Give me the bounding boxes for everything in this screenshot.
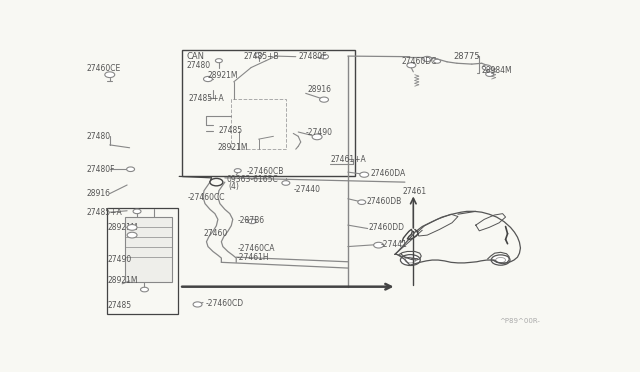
Circle shape — [193, 302, 202, 307]
Circle shape — [407, 63, 416, 68]
Circle shape — [133, 209, 141, 214]
Text: -27440: -27440 — [293, 185, 320, 194]
Text: 27460CE: 27460CE — [86, 64, 121, 74]
Text: 27485+A: 27485+A — [86, 208, 122, 217]
Text: 09363-6165C: 09363-6165C — [227, 175, 278, 185]
Circle shape — [486, 72, 493, 76]
Circle shape — [434, 59, 440, 63]
Circle shape — [105, 72, 115, 78]
Ellipse shape — [491, 255, 510, 265]
Text: 28775: 28775 — [454, 52, 480, 61]
Text: 28916: 28916 — [307, 84, 331, 93]
Circle shape — [312, 134, 322, 140]
Ellipse shape — [401, 254, 420, 266]
Text: -287B6: -287B6 — [237, 216, 265, 225]
Text: -27461H: -27461H — [236, 253, 269, 262]
Text: 27485: 27485 — [219, 126, 243, 135]
Text: 27461+A: 27461+A — [331, 155, 367, 164]
Circle shape — [358, 200, 365, 205]
Text: 28916: 28916 — [86, 189, 111, 198]
Circle shape — [204, 76, 212, 81]
Text: -27441: -27441 — [381, 240, 408, 249]
Text: 28984M: 28984M — [482, 67, 513, 76]
Text: 28921M: 28921M — [218, 143, 248, 152]
Text: 27480: 27480 — [187, 61, 211, 70]
Circle shape — [210, 179, 223, 186]
Circle shape — [127, 225, 137, 230]
Bar — [125, 217, 172, 282]
Text: -27460CA: -27460CA — [237, 244, 275, 253]
Text: -27460CD: -27460CD — [205, 299, 244, 308]
Text: -27460CC: -27460CC — [188, 193, 225, 202]
Circle shape — [127, 167, 134, 171]
Circle shape — [255, 53, 262, 57]
Text: S: S — [214, 178, 219, 187]
Circle shape — [423, 57, 431, 61]
Circle shape — [127, 232, 137, 238]
Text: 27490: 27490 — [108, 255, 132, 264]
Text: 27460DB: 27460DB — [367, 197, 402, 206]
Text: (4): (4) — [229, 182, 239, 191]
Ellipse shape — [495, 257, 506, 263]
Text: ^P89^00R-: ^P89^00R- — [499, 318, 540, 324]
Text: -27490: -27490 — [306, 128, 333, 137]
Circle shape — [374, 242, 383, 248]
Text: 28921M: 28921M — [108, 276, 138, 285]
Text: 27480F: 27480F — [86, 165, 115, 174]
Circle shape — [234, 169, 241, 173]
Text: CAN: CAN — [187, 52, 205, 61]
Bar — [182, 50, 355, 176]
Circle shape — [248, 219, 256, 224]
Circle shape — [216, 59, 222, 63]
Text: 27460DD: 27460DD — [369, 224, 404, 232]
Text: 27485+B: 27485+B — [244, 52, 279, 61]
Text: 27485+A: 27485+A — [188, 94, 224, 103]
Circle shape — [360, 172, 369, 177]
Bar — [108, 208, 178, 314]
Circle shape — [483, 65, 491, 70]
Text: 27461: 27461 — [403, 187, 426, 196]
Text: 27480: 27480 — [86, 132, 111, 141]
Text: 28921M: 28921M — [208, 71, 239, 80]
Text: 27480F: 27480F — [298, 52, 327, 61]
Text: 27460: 27460 — [203, 229, 227, 238]
Circle shape — [282, 181, 290, 185]
Text: 28921M: 28921M — [108, 224, 138, 232]
Circle shape — [141, 287, 148, 292]
Text: 27485: 27485 — [108, 301, 131, 310]
Circle shape — [321, 54, 328, 59]
Circle shape — [319, 97, 328, 102]
Bar — [231, 99, 286, 149]
Text: 27460DC: 27460DC — [401, 57, 436, 66]
Text: 27460DA: 27460DA — [370, 169, 405, 178]
Text: -27460CB: -27460CB — [246, 167, 284, 176]
Ellipse shape — [405, 257, 416, 263]
